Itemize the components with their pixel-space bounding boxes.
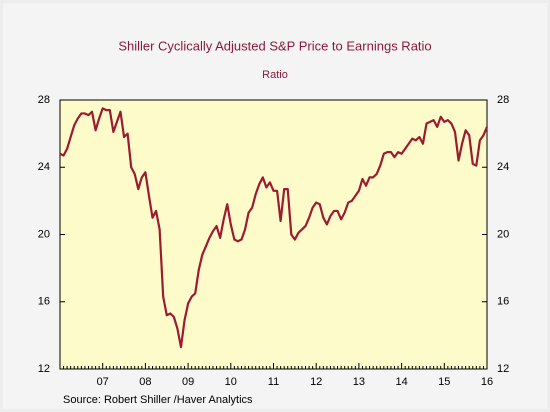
x-tick-label: 10 xyxy=(225,376,237,388)
x-tick-label: 16 xyxy=(481,376,493,388)
plot-area xyxy=(59,99,488,370)
y-tick-label: 16 xyxy=(38,296,50,308)
source-note: Source: Robert Shiller /Haver Analytics xyxy=(63,394,253,406)
y2-tick-label: 20 xyxy=(497,228,509,240)
x-tick-label: 12 xyxy=(310,376,322,388)
y-tick-label: 28 xyxy=(38,94,50,106)
x-tick-label: 13 xyxy=(353,376,365,388)
y2-tick-label: 12 xyxy=(497,363,509,375)
y2-tick-label: 24 xyxy=(497,161,509,173)
y2-tick-label: 16 xyxy=(497,296,509,308)
data-line xyxy=(59,107,489,349)
y2-tick-label: 28 xyxy=(497,94,509,106)
chart-title: Shiller Cyclically Adjusted S&P Price to… xyxy=(118,38,431,53)
x-tick-label: 14 xyxy=(395,376,407,388)
x-tick-label: 07 xyxy=(97,376,109,388)
x-tick-label: 09 xyxy=(182,376,194,388)
x-tick-label: 08 xyxy=(139,376,151,388)
y-tick-label: 12 xyxy=(38,363,50,375)
x-tick-label: 11 xyxy=(268,376,279,388)
y-tick-label: 20 xyxy=(38,228,50,240)
chart-subtitle: Ratio xyxy=(262,69,288,81)
y-tick-label: 24 xyxy=(38,161,50,173)
x-tick-label: 15 xyxy=(438,376,450,388)
